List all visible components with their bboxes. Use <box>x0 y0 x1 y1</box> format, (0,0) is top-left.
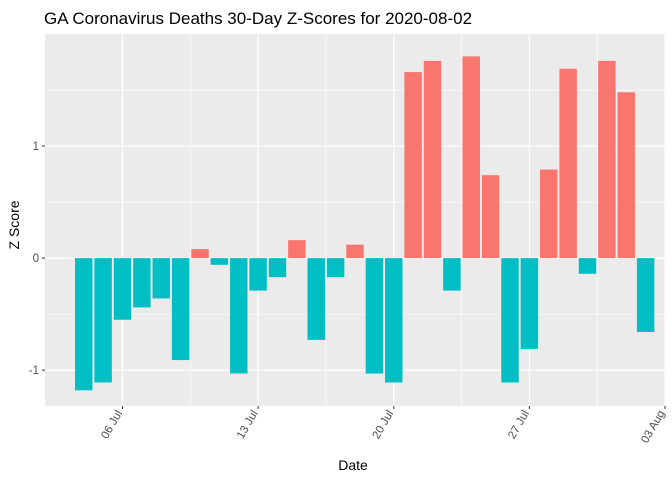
bar-2020-07-30 <box>578 258 597 274</box>
bar-2020-07-08 <box>152 258 170 299</box>
x-tick-label: 03 Aug <box>639 409 667 446</box>
bar-2020-07-12 <box>230 258 248 374</box>
y-axis: -1 0 1 <box>29 141 45 377</box>
bar-2020-07-23 <box>443 258 461 291</box>
x-tick-label: 13 Jul <box>235 409 261 442</box>
y-tick-label: -1 <box>29 365 39 377</box>
y-tick-label: 0 <box>33 253 39 265</box>
bar-2020-07-26 <box>501 258 519 383</box>
x-tick-label: 27 Jul <box>506 409 532 442</box>
bar-2020-07-11 <box>210 258 229 265</box>
bar-2020-07-27 <box>520 258 539 349</box>
minor-gridlines <box>45 34 665 406</box>
y-tick-label: 1 <box>33 141 39 153</box>
x-axis: 06 Jul 13 Jul 20 Jul 27 Jul 03 Aug <box>99 406 668 446</box>
bar-2020-07-24 <box>462 56 480 259</box>
bar-2020-07-20 <box>385 258 403 383</box>
bar-2020-07-05 <box>94 258 112 383</box>
bar-2020-07-29 <box>559 68 577 259</box>
bar-2020-07-28 <box>540 169 558 259</box>
x-axis-title: Date <box>338 457 368 473</box>
bar-2020-07-07 <box>133 258 151 308</box>
chart-title: GA Coronavirus Deaths 30-Day Z-Scores fo… <box>44 9 472 28</box>
bar-2020-07-04 <box>75 258 93 391</box>
bar-2020-07-16 <box>307 258 325 340</box>
bar-2020-07-19 <box>365 258 384 374</box>
bar-2020-07-06 <box>113 258 132 320</box>
bar-2020-07-31 <box>598 60 616 259</box>
bar-2020-07-15 <box>288 240 306 259</box>
bar-2020-07-14 <box>268 258 287 278</box>
bar-2020-07-09 <box>171 258 190 361</box>
bar-2020-07-18 <box>346 244 364 259</box>
bar-2020-07-25 <box>481 175 500 259</box>
bar-2020-07-17 <box>326 258 345 278</box>
bar-2020-08-02 <box>636 258 655 333</box>
bar-2020-07-22 <box>423 60 442 259</box>
bar-2020-08-01 <box>617 92 635 259</box>
y-axis-title: Z Score <box>6 200 22 249</box>
bars <box>75 56 655 391</box>
x-tick-label: 06 Jul <box>99 409 125 442</box>
bar-2020-07-10 <box>191 249 209 259</box>
x-tick-label: 20 Jul <box>371 409 397 442</box>
bar-2020-07-13 <box>249 258 267 291</box>
bar-2020-07-21 <box>404 72 422 259</box>
